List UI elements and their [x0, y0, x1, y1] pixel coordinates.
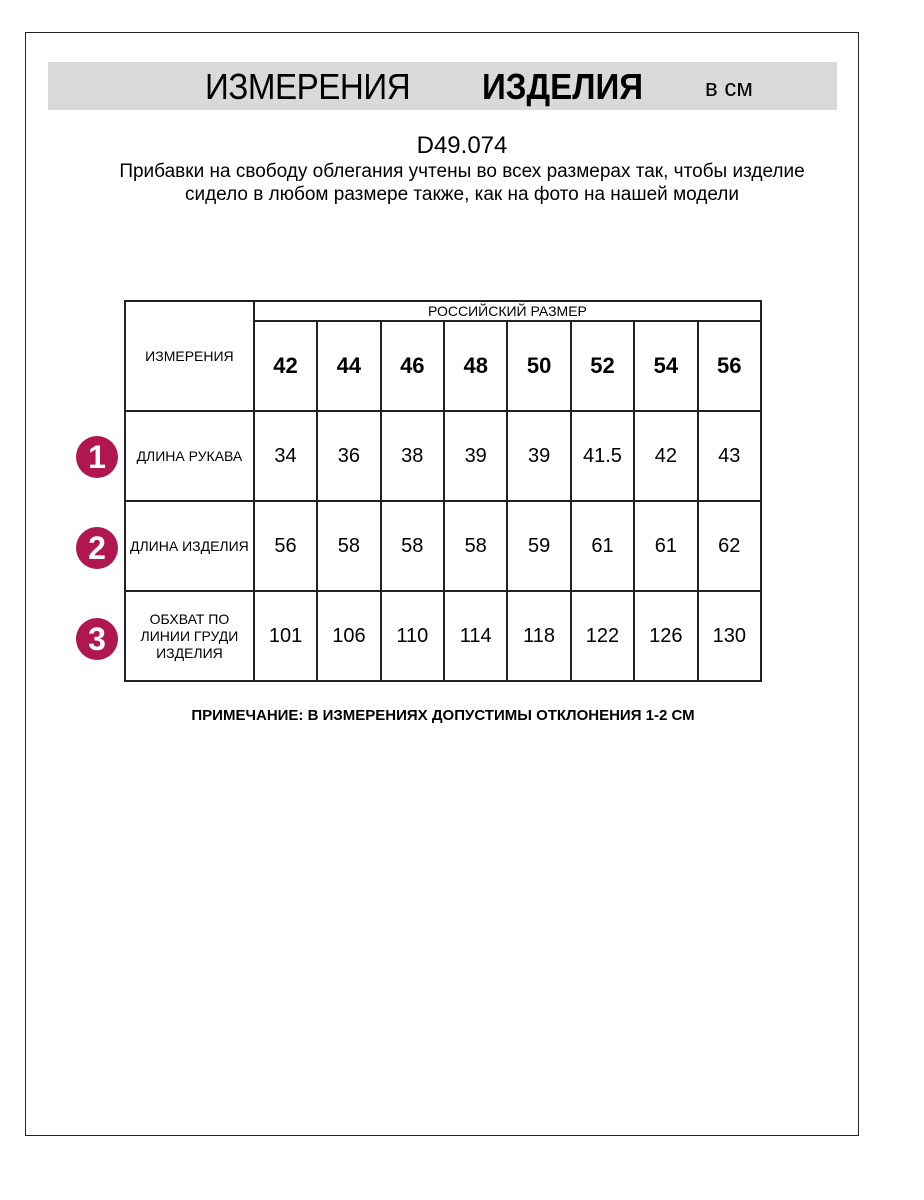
cell-value: 106 [316, 590, 382, 682]
size-header: 52 [569, 320, 636, 412]
cell-value: 41.5 [569, 410, 636, 502]
title-unit: в см [705, 75, 753, 102]
title-regular: ИЗМЕРЕНИЯ [205, 66, 411, 107]
size-header: 48 [442, 320, 509, 412]
cell-value: 61 [569, 500, 636, 592]
cell-value: 58 [442, 500, 509, 592]
size-system-header: РОССИЙСКИЙ РАЗМЕР [252, 300, 763, 322]
size-header: 56 [696, 320, 763, 412]
size-header: 42 [252, 320, 319, 412]
cell-value: 62 [696, 500, 763, 592]
size-table: ИЗМЕРЕНИЯ РОССИЙСКИЙ РАЗМЕР 42 44 46 48 50 52 54… [124, 300, 763, 682]
number-badge: 2 [76, 527, 118, 569]
note: ПРИМЕЧАНИЕ: В ИЗМЕРЕНИЯХ ДОПУСТИМЫ ОТКЛО… [191, 707, 695, 724]
cell-value: 110 [379, 590, 446, 682]
title-bold: ИЗДЕЛИЯ [482, 66, 644, 107]
row-label: ДЛИНА ИЗДЕЛИЯ [124, 500, 255, 592]
header-row: ИЗМЕРЕНИЯ РОССИЙСКИЙ РАЗМЕР [124, 300, 763, 412]
size-header: 54 [633, 320, 699, 412]
cell-value: 114 [442, 590, 509, 682]
cell-value: 38 [379, 410, 446, 502]
description: Прибавки на свободу облегания учтены во … [119, 161, 805, 205]
cell-value: 118 [506, 590, 572, 682]
cell-value: 58 [316, 500, 382, 592]
page-frame [25, 32, 859, 1136]
cell-value: 126 [633, 590, 699, 682]
cell-value: 39 [506, 410, 572, 502]
row-label: ОБХВАТ ПО ЛИНИИ ГРУДИ ИЗДЕЛИЯ [124, 590, 255, 682]
cell-value: 56 [252, 500, 319, 592]
cell-value: 36 [316, 410, 382, 502]
table-row: ДЛИНА ИЗДЕЛИЯ 56 58 58 58 59 61 61 62 [124, 500, 763, 592]
row-label: ДЛИНА РУКАВА [124, 410, 255, 502]
number-badge: 1 [76, 436, 118, 478]
size-header: 50 [506, 320, 572, 412]
cell-value: 39 [442, 410, 509, 502]
cell-value: 43 [696, 410, 763, 502]
title-banner [48, 62, 837, 110]
cell-value: 59 [506, 500, 572, 592]
cell-value: 58 [379, 500, 446, 592]
sizes-row: 42 44 46 48 50 52 54 56 [125, 320, 763, 412]
cell-value: 130 [696, 590, 763, 682]
cell-value: 101 [252, 590, 319, 682]
cell-value: 42 [633, 410, 699, 502]
number-badge: 3 [76, 618, 118, 660]
cell-value: 34 [252, 410, 319, 502]
measurements-header: ИЗМЕРЕНИЯ [124, 300, 255, 412]
size-header: 46 [379, 320, 446, 412]
table-row: ОБХВАТ ПО ЛИНИИ ГРУДИ ИЗДЕЛИЯ 101 106 110 11… [124, 590, 763, 682]
cell-value: 122 [569, 590, 636, 682]
product-code: D49.074 [416, 132, 508, 159]
size-header: 44 [316, 320, 382, 412]
table-row: ДЛИНА РУКАВА 34 36 38 39 39 41.5 42 43 [124, 410, 763, 502]
cell-value: 61 [633, 500, 699, 592]
